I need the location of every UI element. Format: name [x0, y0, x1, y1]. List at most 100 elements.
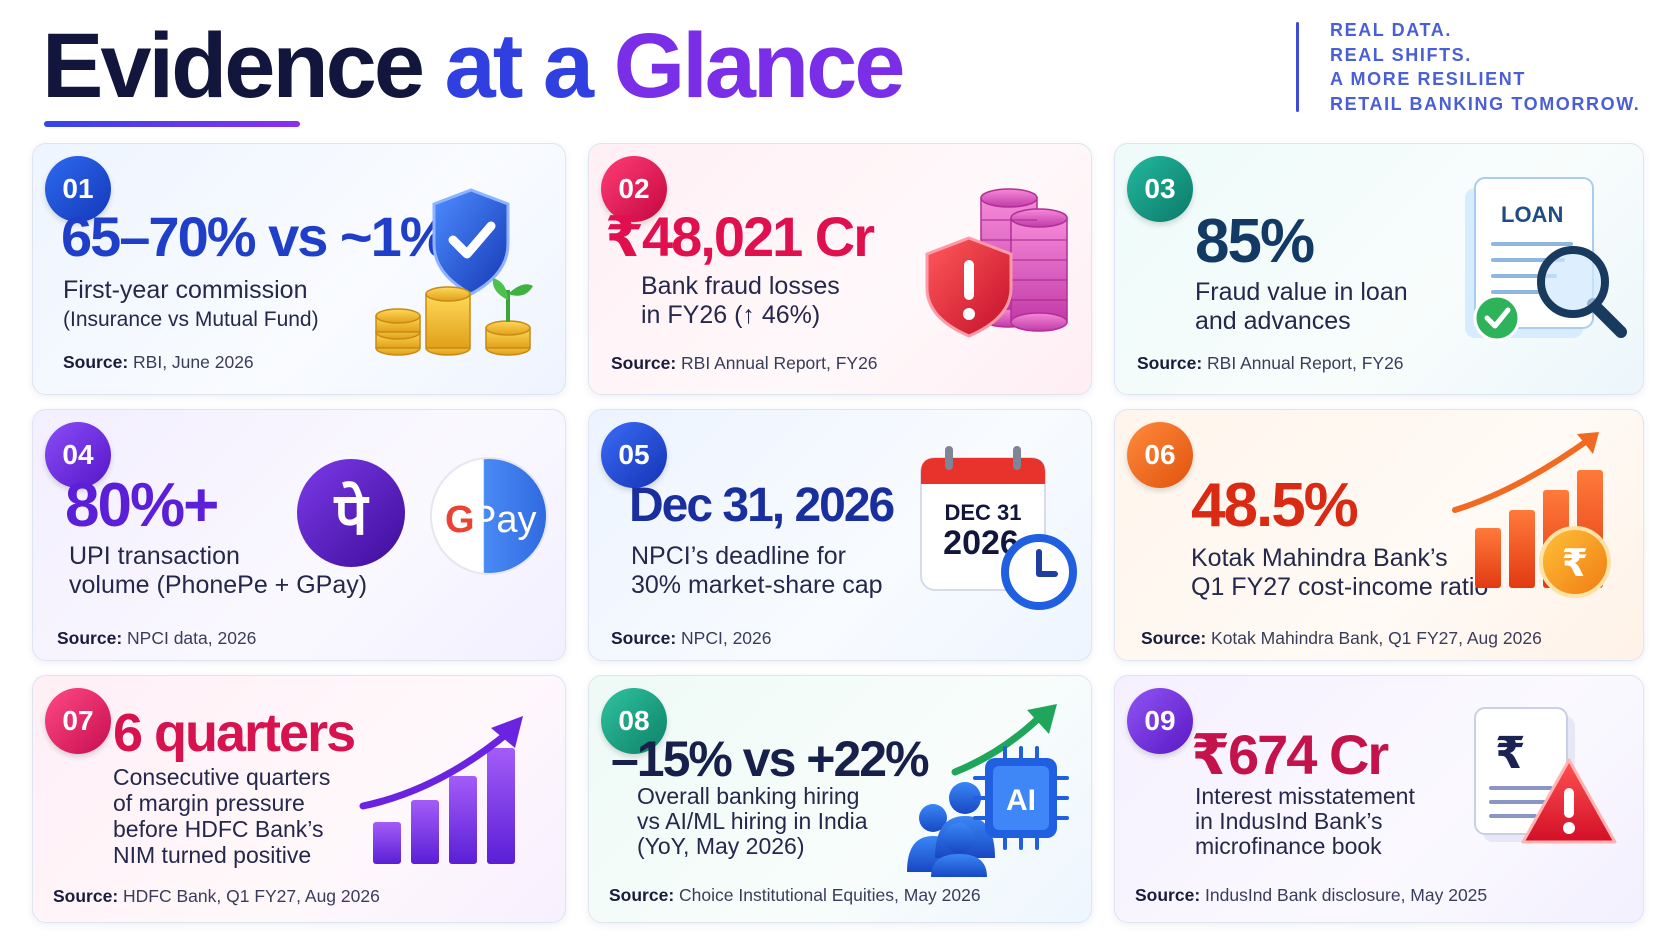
card-number-badge: 09 [1127, 688, 1193, 754]
tagline-line: REAL DATA. [1330, 20, 1452, 40]
card-number-badge: 07 [45, 688, 111, 754]
stat-card-07: 07 6 quarters Consecutive quarters of ma… [32, 675, 566, 923]
bar-chart-rupee-icon: ₹ [1452, 432, 1611, 598]
desc-line: volume (PhonePe + GPay) [69, 571, 368, 599]
tagline-line: REAL SHIFTS. [1330, 44, 1472, 65]
card-description: Bank fraud losses in FY26 (↑ 46%) [641, 272, 840, 330]
card-stat: 80%+ [65, 471, 219, 540]
card-source: Source: RBI, June 2026 [63, 352, 254, 373]
tagline-divider [1296, 22, 1299, 112]
source-text: RBI Annual Report, FY26 [681, 353, 878, 373]
calendar-month: DEC 31 [944, 500, 1021, 525]
title-part-evidence: Evidence [42, 15, 425, 117]
card-stat: ₹674 Cr [1191, 723, 1389, 786]
card-stat: 6 quarters [113, 703, 356, 763]
phonepe-logo-text: पे [334, 480, 370, 548]
source-label: Source: [611, 353, 677, 373]
card-stat: ₹48,021 Cr [605, 205, 875, 268]
desc-line: NPCI’s deadline for [631, 542, 846, 570]
card-source: Source: RBI Annual Report, FY26 [611, 353, 878, 374]
desc-line: UPI transaction [69, 542, 240, 570]
card-source: Source: HDFC Bank, Q1 FY27, Aug 2026 [53, 886, 380, 907]
desc-line: before HDFC Bank’s [113, 816, 324, 842]
tagline-line: RETAIL BANKING TOMORROW. [1330, 93, 1641, 114]
desc-line: (Insurance vs Mutual Fund) [63, 308, 319, 331]
desc-line: microfinance book [1195, 833, 1382, 859]
loan-label: LOAN [1501, 202, 1563, 227]
source-label: Source: [1137, 353, 1203, 373]
card-number-badge: 08 [601, 688, 667, 754]
source-label: Source: [611, 628, 677, 648]
card-description: UPI transaction volume (PhonePe + GPay) [69, 542, 367, 600]
rupee-coin-symbol: ₹ [1562, 541, 1588, 585]
source-label: Source: [609, 885, 675, 905]
desc-line: Consecutive quarters [113, 764, 331, 790]
source-label: Source: [63, 352, 129, 372]
source-text: Choice Institutional Equities, May 2026 [679, 885, 981, 905]
rupee-document-alert-icon: ₹ [1474, 707, 1617, 844]
card-source: Source: IndusInd Bank disclosure, May 20… [1135, 885, 1487, 906]
desc-line: Bank fraud losses [641, 272, 840, 300]
stat-card-08: 08 –15% vs +22% Overall banking hiring v… [588, 675, 1092, 923]
shield-coins-icon [375, 188, 533, 356]
desc-line: in FY26 (↑ 46%) [641, 301, 821, 329]
source-text: RBI Annual Report, FY26 [1207, 353, 1404, 373]
card-source: Source: Kotak Mahindra Bank, Q1 FY27, Au… [1141, 628, 1542, 649]
rupee-symbol: ₹ [1495, 728, 1526, 779]
desc-line: (YoY, May 2026) [637, 833, 805, 859]
alert-shield-coins-icon [925, 188, 1068, 338]
card-stat: 85% [1195, 207, 1315, 276]
gpay-g-text: G [445, 499, 475, 541]
card-number-badge: 01 [45, 156, 111, 222]
gpay-logo-text: Pay [471, 499, 536, 541]
loan-document-magnifier-icon: LOAN [1465, 177, 1627, 342]
card-stat: Dec 31, 2026 [629, 479, 895, 532]
card-description: First-year commission (Insurance vs Mutu… [63, 276, 319, 334]
source-label: Source: [57, 628, 123, 648]
title-part-at-a: at a [444, 15, 595, 117]
source-label: Source: [53, 886, 119, 906]
card-description: Consecutive quarters of margin pressure … [113, 764, 330, 868]
calendar-clock-icon: DEC 31 2026 [920, 446, 1077, 610]
card-stat: –15% vs +22% [611, 731, 930, 787]
stat-card-01: 01 65–70% vs ~1% First-year commission (… [32, 143, 566, 395]
people-ai-chip-icon: AI [907, 704, 1069, 877]
desc-line: vs AI/ML hiring in India [637, 808, 868, 834]
card-description: Fraud value in loan and advances [1195, 278, 1408, 336]
tagline: REAL DATA. REAL SHIFTS. A MORE RESILIENT… [1330, 18, 1640, 116]
desc-line: 30% market-share cap [631, 571, 883, 599]
desc-line: and advances [1195, 307, 1351, 335]
title-underline [44, 121, 300, 127]
stat-card-06: 06 48.5% Kotak Mahindra Bank’s Q1 FY27 c… [1114, 409, 1644, 661]
card-number-badge: 02 [601, 156, 667, 222]
card-source: Source: Choice Institutional Equities, M… [609, 885, 981, 906]
rising-bars-icon [359, 716, 523, 864]
card-number-badge: 03 [1127, 156, 1193, 222]
card-number-badge: 05 [601, 422, 667, 488]
card-description: Interest misstatement in IndusInd Bank’s… [1195, 784, 1415, 859]
source-text: IndusInd Bank disclosure, May 2025 [1205, 885, 1488, 905]
card-number-badge: 04 [45, 422, 111, 488]
source-label: Source: [1135, 885, 1201, 905]
source-text: NPCI, 2026 [681, 628, 772, 648]
tagline-line: A MORE RESILIENT [1330, 69, 1526, 89]
desc-line: Overall banking hiring [637, 783, 860, 809]
desc-line: Fraud value in loan [1195, 278, 1408, 306]
page-title: Evidence at a Glance [42, 15, 906, 117]
card-source: Source: RBI Annual Report, FY26 [1137, 353, 1404, 374]
ai-chip-label: AI [1006, 784, 1036, 817]
title-part-glance: Glance [613, 15, 906, 117]
stat-card-03: 03 85% Fraud value in loan and advances … [1114, 143, 1644, 395]
stat-card-02: 02 ₹48,021 Cr Bank fraud losses in FY26 … [588, 143, 1092, 395]
desc-line: of margin pressure [113, 790, 305, 816]
card-description: Overall banking hiring vs AI/ML hiring i… [637, 784, 868, 859]
phonepe-gpay-icon: पे G Pay [297, 457, 548, 575]
stat-card-04: 04 80%+ UPI transaction volume (PhonePe … [32, 409, 566, 661]
header: Evidence at a Glance REAL DATA. REAL SHI… [42, 18, 1642, 128]
desc-line: Kotak Mahindra Bank’s [1191, 544, 1448, 572]
desc-line: First-year commission [63, 276, 308, 304]
card-number-badge: 06 [1127, 422, 1193, 488]
card-description: Kotak Mahindra Bank’s Q1 FY27 cost-incom… [1191, 544, 1488, 602]
stat-card-05: 05 Dec 31, 2026 NPCI’s deadline for 30% … [588, 409, 1092, 661]
card-source: Source: NPCI, 2026 [611, 628, 772, 649]
